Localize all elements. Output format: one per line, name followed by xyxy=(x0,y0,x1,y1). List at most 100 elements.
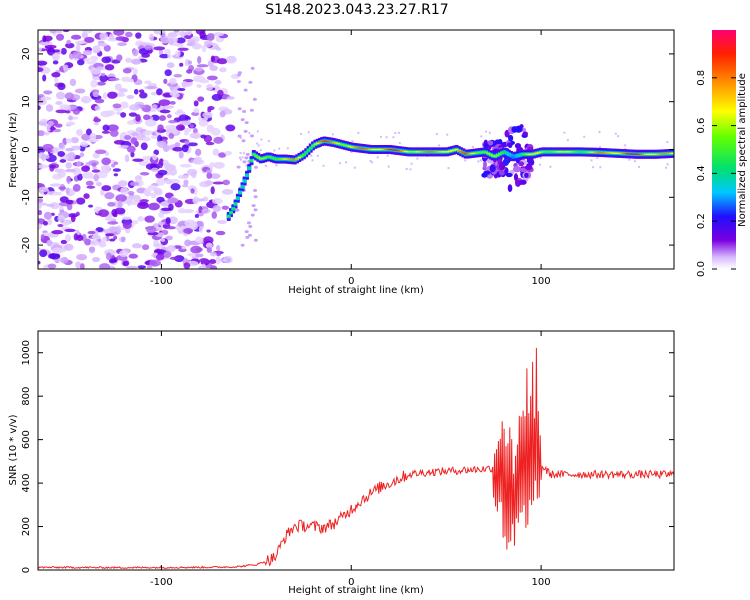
noise-speck xyxy=(99,263,111,269)
noise-speck xyxy=(101,157,111,166)
noise-speck xyxy=(107,202,116,207)
noise-speck xyxy=(166,226,176,230)
noise-speck xyxy=(158,49,164,56)
noise-speck xyxy=(213,161,225,169)
noise-speck xyxy=(38,164,49,169)
noise-speck xyxy=(172,37,179,42)
spectral-ridge-cell xyxy=(468,153,473,155)
noise-speck xyxy=(169,77,177,85)
noise-speck xyxy=(89,132,97,141)
spectral-ridge-cell xyxy=(292,159,297,161)
noise-speck xyxy=(150,167,159,172)
spectral-ridge-cell xyxy=(643,153,648,155)
spectral-ridge-cell xyxy=(422,151,427,153)
snr-background xyxy=(38,331,674,570)
faint-pixel xyxy=(351,140,354,143)
faint-pixel xyxy=(331,133,334,136)
spectral-ridge-cell xyxy=(543,151,548,153)
noise-speck xyxy=(70,214,76,223)
noise-speck xyxy=(163,161,172,170)
noise-speck xyxy=(114,83,122,91)
noise-speck xyxy=(65,199,74,205)
noise-speck xyxy=(138,42,151,46)
spectral-ridge-cell xyxy=(475,152,479,154)
noise-speck xyxy=(237,71,242,75)
spectral-ridge-cell xyxy=(671,152,674,155)
faint-pixel xyxy=(435,133,438,136)
y-tick-label: 1000 xyxy=(21,340,32,365)
spectral-ridge-cell xyxy=(602,152,607,154)
noise-speck xyxy=(92,166,97,170)
spectral-ridge-cell xyxy=(372,148,377,151)
faint-pixel xyxy=(273,149,276,152)
faint-pixel xyxy=(310,154,313,157)
noise-speck xyxy=(153,187,163,195)
spectral-ridge-cell xyxy=(349,146,354,148)
noise-speck xyxy=(145,226,157,233)
spectral-ridge-cell xyxy=(258,158,263,160)
noise-speck xyxy=(218,67,227,73)
noise-speck xyxy=(54,77,59,83)
faint-pixel xyxy=(599,166,602,169)
noise-speck xyxy=(156,141,167,147)
noise-speck xyxy=(86,128,92,136)
noise-speck xyxy=(114,207,126,215)
noise-speck xyxy=(148,202,160,211)
noise-speck xyxy=(86,185,96,189)
noise-speck xyxy=(158,115,167,121)
spectral-ridge-cell xyxy=(226,215,231,218)
noise-speck xyxy=(113,30,125,36)
noise-speck xyxy=(67,151,76,160)
faint-pixel xyxy=(485,130,488,133)
noise-speck xyxy=(244,121,249,125)
spectral-ridge-cell xyxy=(302,154,306,156)
noise-speck xyxy=(105,252,112,261)
noise-speck xyxy=(65,162,73,169)
noise-speck xyxy=(210,251,217,257)
noise-speck xyxy=(82,171,94,179)
noise-speck xyxy=(215,250,222,257)
spectral-ridge-cell xyxy=(518,154,523,156)
noise-speck xyxy=(105,233,115,237)
noise-speck xyxy=(62,221,70,227)
colorbar-gradient xyxy=(712,30,736,269)
spectral-ridge-cell xyxy=(249,160,254,162)
noise-speck xyxy=(158,99,171,107)
spectral-ridge-cell xyxy=(486,152,491,155)
noise-speck xyxy=(206,83,214,91)
faint-pixel xyxy=(256,130,259,133)
noise-speck xyxy=(159,109,171,114)
noise-speck xyxy=(55,109,68,114)
noise-speck xyxy=(55,101,63,105)
noise-speck xyxy=(104,217,115,221)
noise-speck xyxy=(162,105,175,109)
spectral-ridge-cell xyxy=(641,153,646,155)
spectral-ridge-cell xyxy=(431,151,436,153)
noise-speck xyxy=(115,194,127,202)
noise-speck xyxy=(215,244,221,251)
noise-speck xyxy=(101,185,112,192)
noise-speck xyxy=(94,121,99,126)
faint-pixel xyxy=(590,159,593,162)
noise-speck xyxy=(104,192,115,200)
noise-speck xyxy=(168,203,174,211)
faint-pixel xyxy=(278,147,281,150)
noise-speck xyxy=(250,213,255,217)
faint-pixel xyxy=(275,164,278,167)
noise-speck xyxy=(43,90,53,95)
spectral-ridge-cell xyxy=(646,153,650,155)
faint-pixel xyxy=(350,151,353,154)
faint-pixel xyxy=(614,132,617,135)
disturbance-speck xyxy=(482,160,488,169)
x-tick-label: -100 xyxy=(150,276,173,287)
noise-speck xyxy=(177,87,186,92)
faint-pixel xyxy=(307,131,310,134)
spectral-ridge-cell xyxy=(529,153,534,155)
noise-speck xyxy=(240,243,245,247)
spectral-ridge-cell xyxy=(463,153,468,155)
faint-pixel xyxy=(410,162,413,165)
noise-speck xyxy=(43,264,48,269)
spectral-ridge-cell xyxy=(452,149,457,151)
noise-speck xyxy=(69,78,77,87)
x-tick-label: 100 xyxy=(532,577,551,588)
